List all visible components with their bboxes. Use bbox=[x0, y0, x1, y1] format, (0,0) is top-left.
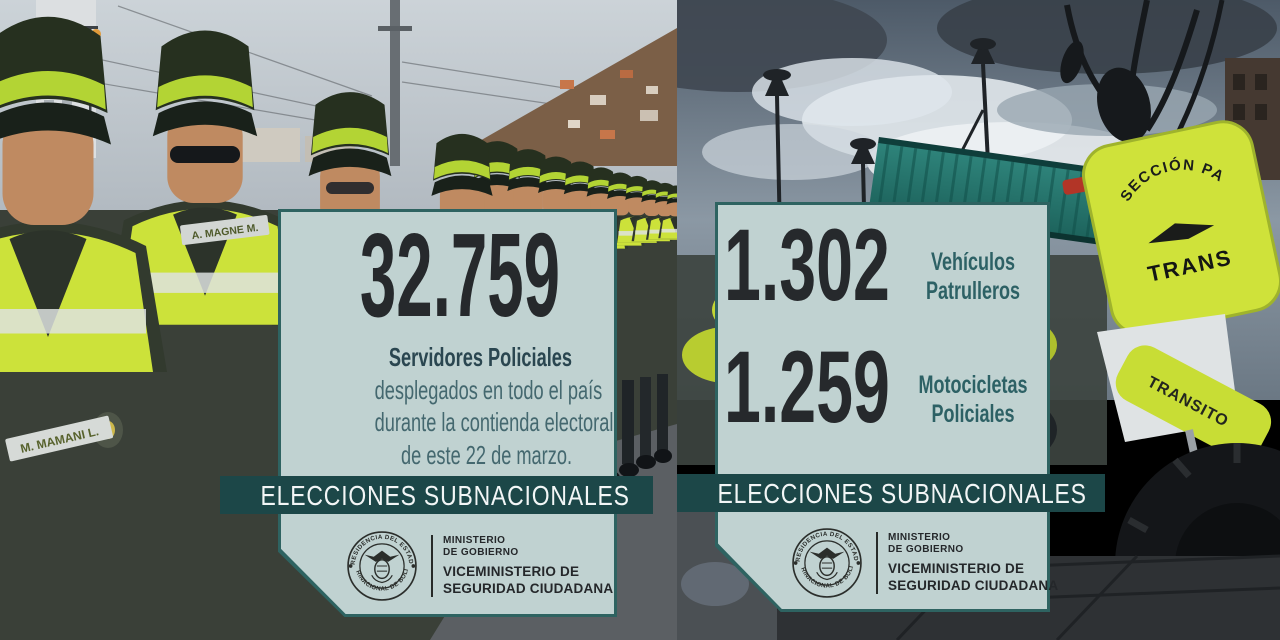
left-stat-heading: Servidores Policiales bbox=[388, 342, 572, 372]
right-stat2-label: Motocicletas Policiales bbox=[918, 371, 1028, 428]
rear-box: SECCIÓN PA TRANS bbox=[1082, 120, 1280, 336]
right-stat1-value: 1.302 bbox=[724, 208, 890, 322]
condor-icon bbox=[809, 547, 845, 559]
right-stat1-label: Vehículos Patrulleros bbox=[925, 248, 1021, 305]
left-elections-banner: ELECCIONES SUBNACIONALES bbox=[220, 476, 653, 514]
bolivia-presidency-seal-icon: PRESIDENCIA DEL ESTADO PLURINACIONAL DE … bbox=[346, 530, 417, 601]
right-ministry-logo: PRESIDENCIA DEL ESTADO PLURINACIONAL DE … bbox=[791, 527, 1058, 599]
condor-icon bbox=[364, 550, 400, 562]
mirror bbox=[1097, 67, 1151, 143]
left-stat-value: 32.759 bbox=[359, 209, 561, 342]
foreground-motorcycle: SECCIÓN PA TRANS TRANSITO bbox=[1060, 0, 1280, 640]
condor-silhouette bbox=[1148, 223, 1215, 244]
ministry-text-block: MINISTERIO DE GOBIERNO VICEMINISTERIO DE… bbox=[431, 535, 613, 597]
left-stat-line3: de este 22 de marzo. bbox=[401, 439, 572, 470]
formation-mid-officers bbox=[271, 92, 520, 326]
left-ministry-logo: PRESIDENCIA DEL ESTADO PLURINACIONAL DE … bbox=[346, 530, 613, 602]
left-stat-caption: Servidores Policiales desplegados en tod… bbox=[374, 341, 614, 471]
left-stat-line1: desplegados en todo el país bbox=[374, 374, 603, 405]
hillside bbox=[436, 28, 677, 166]
right-elections-banner: ELECCIONES SUBNACIONALES bbox=[677, 474, 1105, 512]
left-stat-line2: durante la contienda electoral bbox=[374, 407, 614, 437]
name-tag-center: A. MAGNE M. bbox=[180, 214, 270, 246]
officer-center-foreground: A. MAGNE M. bbox=[106, 30, 304, 325]
bolivia-presidency-seal-icon: PRESIDENCIA DEL ESTADO PLURINACIONAL DE … bbox=[791, 527, 862, 598]
ministry-text-block: MINISTERIO DE GOBIERNO VICEMINISTERIO DE… bbox=[876, 532, 1058, 594]
utility-pole bbox=[378, 0, 412, 166]
left-card-fill bbox=[281, 212, 614, 614]
right-stat2-value: 1.259 bbox=[724, 330, 890, 444]
neon-fairing: TRANSITO bbox=[1115, 345, 1272, 460]
left-stat-card bbox=[278, 209, 617, 617]
right-card-fill bbox=[718, 205, 1047, 609]
mirror-small bbox=[1060, 40, 1084, 84]
eyeglasses bbox=[326, 182, 374, 194]
right-stat-card bbox=[715, 202, 1050, 612]
sunglasses bbox=[170, 146, 240, 163]
